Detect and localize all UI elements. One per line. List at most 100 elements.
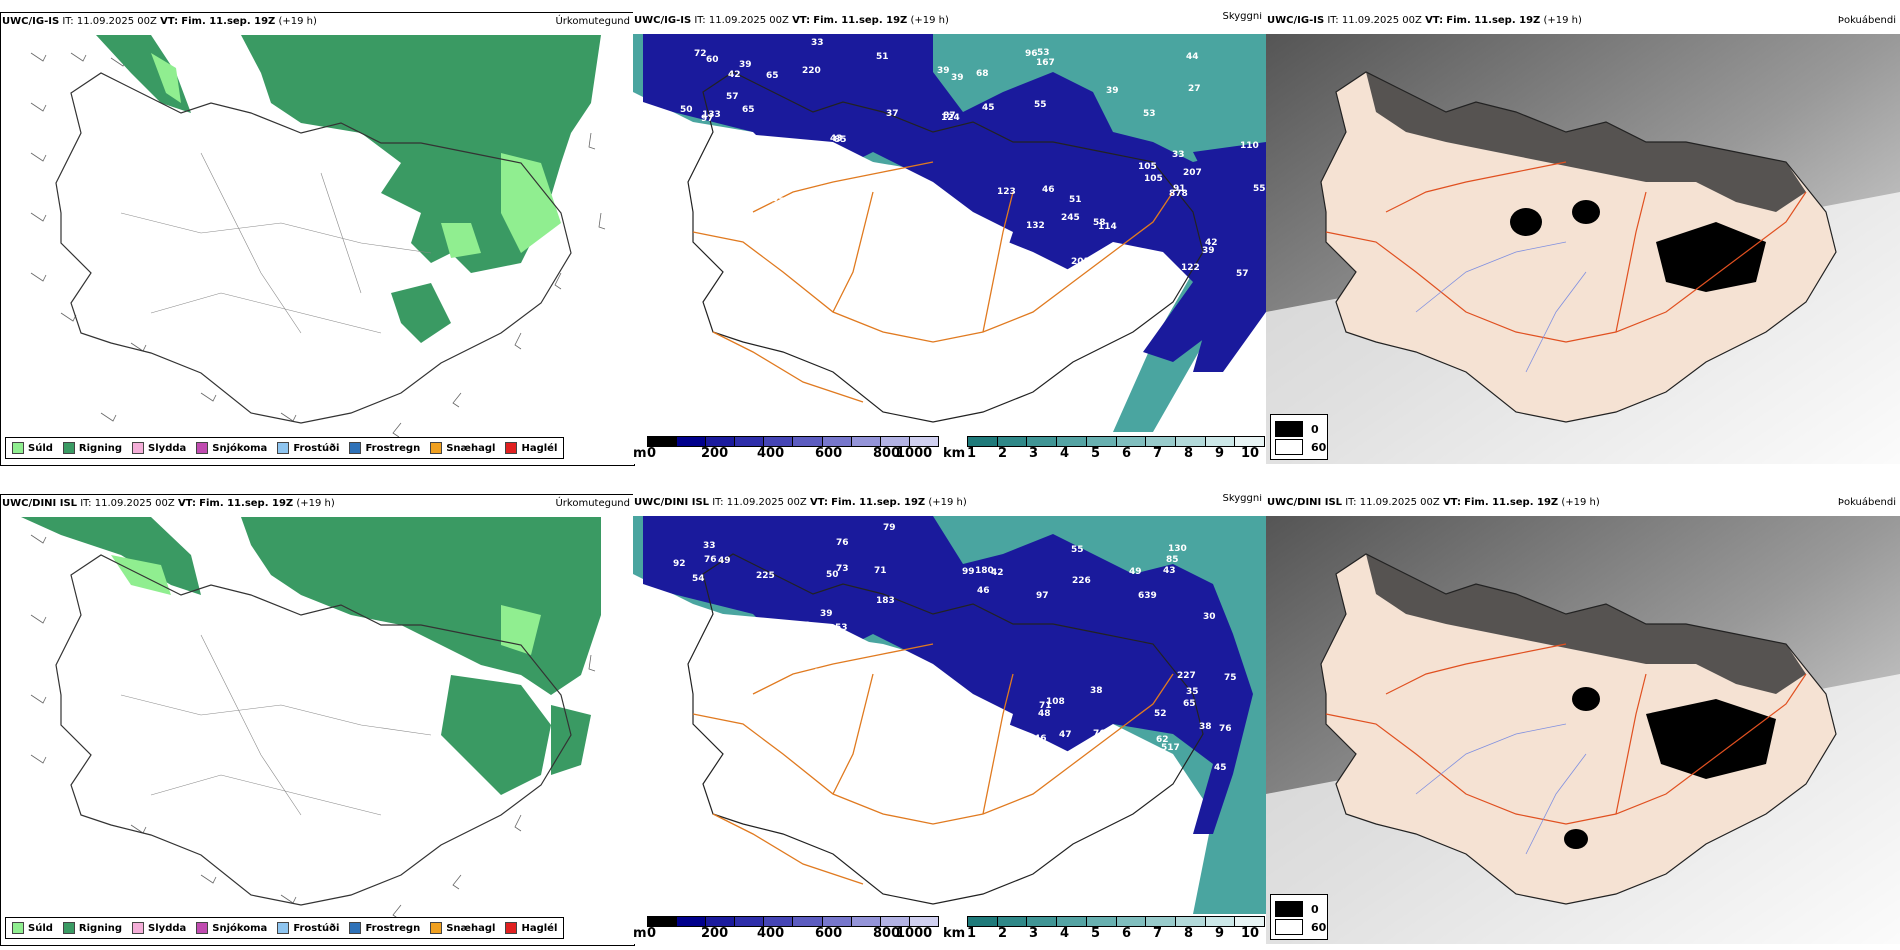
cloud-base-height-label: 47 (1059, 730, 1072, 740)
cloud-base-height-label: 50 (826, 570, 839, 580)
cloud-base-height-label: 114 (1098, 222, 1117, 232)
visibility-tick: 8 (1184, 446, 1194, 461)
dense-fog-area (1646, 699, 1776, 779)
it-value: 11.09.2025 00Z (1341, 15, 1422, 26)
cloud-base-height-label: 85 (834, 135, 847, 145)
cloud-base-height-label: 142 (817, 630, 836, 640)
cloud-base-height-label: 96 (1025, 49, 1038, 59)
legend-item-drizzle: Súld (12, 442, 53, 454)
model-name: UWC/IG-IS (1267, 15, 1325, 26)
model-name: UWC/DINI ISL (634, 497, 710, 508)
cloud-base-height-label: 57 (1236, 269, 1249, 279)
cloud-base-height-label: 50 (1157, 760, 1170, 770)
fog-legend-bottom: 0 60 (1270, 894, 1328, 940)
fog-panel-top: UWC/IG-IS IT: 11.09.2025 00Z VT: Fim. 11… (1266, 12, 1900, 464)
visibility-panel-bottom: 183 180 38 128 37 33 46 52 52 108 76 639 517 90 47 54 49… (633, 494, 1266, 944)
cloud-base-height-label: 39 (951, 73, 964, 83)
lead-time: (+19 h) (928, 497, 967, 508)
visibility-tick: 10 (1241, 446, 1260, 461)
cloud-base-height-label: 133 (702, 110, 721, 120)
cloud-base-height-label: 46 (1042, 185, 1055, 195)
cloud-base-height-label: 44 (1186, 52, 1199, 62)
cloud-base-height-label: 92 (673, 559, 686, 569)
it-value: 11.09.2025 00Z (76, 16, 157, 27)
visibility-tick: 1 (967, 926, 977, 941)
cloud-base-height-label: 207 (1183, 168, 1202, 178)
it-label: IT: (1345, 497, 1357, 508)
precip-panel-bottom: UWC/DINI ISL IT: 11.09.2025 00Z VT: Fim.… (0, 494, 635, 946)
cloud-base-height-label: 50 (1013, 279, 1026, 289)
cloud-base-height-label: 55 (818, 207, 831, 217)
lead-time: (+19 h) (296, 498, 335, 509)
cloud-base-height-label: 97 (1036, 591, 1049, 601)
vt-label: VT: (809, 497, 828, 508)
visibility-tick: 5 (1091, 446, 1101, 461)
cloud-base-height-label: 58 (1093, 218, 1106, 228)
cloud-base-height-label: 55 (1034, 100, 1047, 110)
cloud-base-height-label: 51 (876, 52, 889, 62)
legend-item-drizzle: Súld (12, 922, 53, 934)
cloud-base-height-label: 132 (1026, 221, 1045, 231)
model-name: UWC/DINI ISL (2, 498, 78, 509)
cloud-base-height-label: 38 (1090, 686, 1103, 696)
visibility-header-bottom: UWC/DINI ISL IT: 11.09.2025 00Z VT: Fim.… (633, 494, 1266, 512)
cloud-base-height-label: 39 (1106, 86, 1119, 96)
precip-legend-top: Súld Rigning Slydda Snjókoma Frostúði Fr… (5, 437, 565, 459)
cloud-base-height-label: 111 (1066, 786, 1085, 796)
cloud-base-height-label: 37 (1092, 763, 1105, 773)
cloud-base-height-label: 76 (1219, 724, 1232, 734)
cloud-base-height-label: 105 (1144, 174, 1163, 184)
cloud-base-height-label: 68 (976, 69, 989, 79)
cloud-base-height-label: 38 (1199, 722, 1212, 732)
precip-header-top: UWC/IG-IS IT: 11.09.2025 00Z VT: Fim. 11… (1, 13, 634, 31)
it-label: IT: (694, 15, 706, 26)
visibility-unit: km (943, 446, 966, 461)
cloud-base-height-label: 110 (1240, 141, 1259, 151)
cloud-base-height-label: 62 (804, 649, 817, 659)
fog-legend-min: 0 (1311, 902, 1319, 916)
visibility-tick: 4 (1060, 926, 1070, 941)
visibility-tick: 3 (1029, 926, 1039, 941)
cloud-base-height-label: 55 (1253, 184, 1266, 194)
cloud-base-height-label: 226 (1072, 576, 1091, 586)
visibility-tick: 9 (1215, 446, 1225, 461)
cloud-base-height-label: 45 (1214, 763, 1227, 773)
cloud-base-height-label: 27 (1188, 84, 1201, 94)
it-value: 11.09.2025 00Z (708, 15, 789, 26)
precip-panel-top: UWC/IG-IS IT: 11.09.2025 00Z VT: Fim. 11… (0, 12, 635, 466)
visibility-tick: 6 (1122, 446, 1132, 461)
cloud-base-height-label: 87 (943, 111, 956, 121)
iceland-outline-top-precip (55, 72, 572, 424)
cloud-base-height-label: 48 (1037, 268, 1050, 278)
fog-header-bottom: UWC/DINI ISL IT: 11.09.2025 00Z VT: Fim.… (1266, 494, 1900, 512)
fog-panel-bottom: UWC/DINI ISL IT: 11.09.2025 00Z VT: Fim.… (1266, 494, 1900, 944)
visibility-tick: 7 (1153, 446, 1163, 461)
cloud-base-height-label: 76 (836, 538, 849, 548)
cloud-base-height-label: 130 (1168, 544, 1187, 554)
cloud-base-height-label: 48 (1038, 709, 1051, 719)
cloud-base-height-label: 55 (811, 167, 824, 177)
cloud-base-height-label: 183 (876, 596, 895, 606)
cloud-base-height-label: 54 (692, 574, 705, 584)
vt-value: Fim. 11.sep. 19Z (181, 16, 276, 27)
model-name: UWC/DINI ISL (1267, 497, 1343, 508)
legend-item-rain: Rigning (62, 922, 122, 934)
height-legend-bottom: m 0 200 400 600 800 1000 (633, 916, 943, 941)
cloud-base-height-label: 71 (837, 649, 850, 659)
cloud-base-height-label: 30 (1203, 612, 1216, 622)
cloud-base-height-label: 79 (883, 523, 896, 533)
cloud-base-height-label: 90 (798, 621, 811, 631)
height-tick: 600 (815, 926, 843, 941)
fog-legend-max: 60 (1311, 440, 1327, 454)
it-value: 11.09.2025 00Z (94, 498, 175, 509)
cloud-base-height-label: 71 (1039, 701, 1052, 711)
cloud-base-height-label: 53 (835, 623, 848, 633)
fog-map-top (1266, 34, 1900, 464)
visibility-tick: 4 (1060, 446, 1070, 461)
height-colorbar (647, 916, 939, 927)
cloud-base-height-label: 43 (1163, 566, 1176, 576)
legend-item-snow-pellets: Snæhagl (430, 442, 495, 454)
lead-time: (+19 h) (910, 15, 949, 26)
visibility-tick: 2 (998, 926, 1008, 941)
